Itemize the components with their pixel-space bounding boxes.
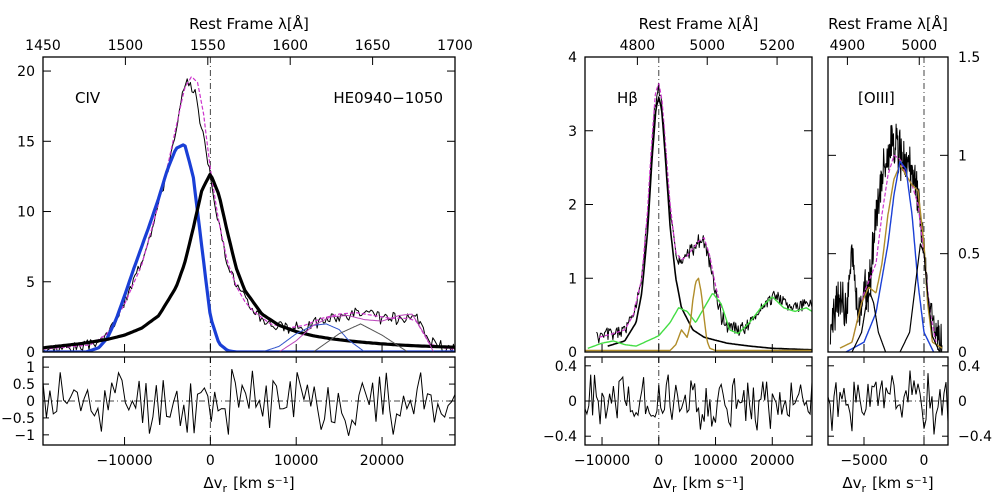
x-tick-label: 0 bbox=[206, 453, 215, 469]
x-label-main: Δv bbox=[203, 474, 222, 492]
oiii-components-line bbox=[585, 277, 812, 352]
spectrum-components bbox=[829, 123, 943, 352]
resid-tick-label: 0.5 bbox=[13, 377, 35, 393]
x-tick-label: 20000 bbox=[360, 453, 405, 469]
top-tick-label: 4900 bbox=[830, 38, 866, 54]
narrow-component-2-line bbox=[899, 243, 941, 352]
blueshifted-component-line bbox=[43, 143, 455, 352]
y-tick-label: 1 bbox=[958, 148, 967, 164]
narrow-component-1-line bbox=[851, 292, 887, 352]
y-tick-label: 3 bbox=[568, 124, 577, 140]
y-tick-label: 4 bbox=[568, 50, 577, 66]
resid-tick-label: 0.4 bbox=[555, 359, 577, 375]
main-frame bbox=[827, 56, 949, 353]
x-label-units: [km s⁻¹] bbox=[683, 474, 745, 492]
feii-template-line bbox=[587, 293, 812, 349]
residual-line bbox=[43, 368, 455, 436]
top-tick-label: 1600 bbox=[272, 38, 308, 54]
x-tick-label: −5000 bbox=[840, 453, 887, 469]
panel-label: CIV bbox=[75, 89, 101, 107]
y-tick-label: 2 bbox=[568, 198, 577, 214]
object-name: HE0940−1050 bbox=[333, 89, 443, 107]
top-axis-title: Rest Frame λ[Å] bbox=[639, 14, 759, 33]
resid-tick-label: −1 bbox=[14, 428, 35, 444]
total-fit-line bbox=[43, 76, 455, 350]
resid-tick-label: −0.4 bbox=[958, 429, 992, 445]
x-tick-label: 10000 bbox=[693, 453, 738, 469]
top-tick-label: 1700 bbox=[437, 38, 473, 54]
y-tick-label: 20 bbox=[17, 64, 35, 80]
x-label-sub: r bbox=[862, 482, 867, 495]
residual-line bbox=[585, 374, 812, 431]
residuals bbox=[828, 370, 948, 435]
x-label-main: Δv bbox=[653, 474, 672, 492]
y-tick-label: 0 bbox=[26, 345, 35, 361]
broad-component-line bbox=[607, 96, 812, 351]
y-tick-label: 1 bbox=[568, 271, 577, 287]
main-frame bbox=[42, 56, 456, 353]
blue-gaussian-line bbox=[845, 160, 935, 352]
x-tick-label: 10000 bbox=[274, 453, 319, 469]
y-tick-label: 0 bbox=[958, 345, 967, 361]
x-label-main: Δv bbox=[842, 474, 861, 492]
spectrum-components bbox=[43, 76, 455, 352]
spectrum-components bbox=[585, 82, 812, 352]
x-tick-label: −10000 bbox=[574, 453, 630, 469]
x-axis-label: Δvr [km s⁻¹] bbox=[842, 474, 933, 495]
top-tick-label: 1500 bbox=[108, 38, 144, 54]
total-fit-line bbox=[599, 83, 722, 338]
x-tick-label: 0 bbox=[920, 453, 929, 469]
top-tick-label: 1550 bbox=[190, 38, 226, 54]
y-tick-label: 1.5 bbox=[958, 50, 980, 66]
y-tick-label: 5 bbox=[26, 275, 35, 291]
resid-tick-label: 0 bbox=[568, 394, 577, 410]
top-tick-label: 1450 bbox=[25, 38, 61, 54]
resid-tick-label: −0.5 bbox=[1, 411, 35, 427]
x-axis-label: Δvr [km s⁻¹] bbox=[203, 474, 294, 495]
oiii-fit-line bbox=[839, 164, 943, 349]
y-tick-label: 0.5 bbox=[958, 247, 980, 263]
x-tick-label: −10000 bbox=[96, 453, 152, 469]
x-tick-label: 0 bbox=[654, 453, 663, 469]
broad-component-line bbox=[43, 173, 455, 350]
residuals bbox=[585, 374, 812, 431]
resid-tick-label: 1 bbox=[26, 360, 35, 376]
x-label-sub: r bbox=[223, 482, 228, 495]
residuals bbox=[43, 368, 455, 436]
total-fit-line bbox=[851, 154, 937, 343]
resid-tick-label: 0.4 bbox=[958, 359, 980, 375]
top-tick-label: 5000 bbox=[901, 38, 937, 54]
x-label-units: [km s⁻¹] bbox=[872, 474, 934, 492]
observed-line bbox=[829, 123, 943, 352]
x-label-sub: r bbox=[672, 482, 677, 495]
residual-line bbox=[828, 370, 948, 435]
top-axis-title: Rest Frame λ[Å] bbox=[828, 14, 948, 33]
feature-gray-line bbox=[313, 323, 409, 352]
resid-tick-label: 0 bbox=[26, 394, 35, 410]
panel-label: [OIII] bbox=[858, 89, 895, 107]
resid-tick-label: 0 bbox=[958, 394, 967, 410]
top-tick-label: 1650 bbox=[355, 38, 391, 54]
x-label-units: [km s⁻¹] bbox=[233, 474, 295, 492]
x-tick-label: 20000 bbox=[750, 453, 795, 469]
y-tick-label: 15 bbox=[17, 134, 35, 150]
x-axis-label: Δvr [km s⁻¹] bbox=[653, 474, 744, 495]
top-axis-title: Rest Frame λ[Å] bbox=[189, 14, 309, 33]
panel-label: Hβ bbox=[617, 89, 638, 107]
y-tick-label: 0 bbox=[568, 345, 577, 361]
resid-tick-label: −0.4 bbox=[543, 429, 577, 445]
top-tick-label: 4800 bbox=[620, 38, 656, 54]
top-tick-label: 5000 bbox=[689, 38, 725, 54]
feature-magenta-line bbox=[278, 313, 434, 352]
y-tick-label: 10 bbox=[17, 205, 35, 221]
observed-line bbox=[43, 78, 455, 352]
top-tick-label: 5200 bbox=[759, 38, 795, 54]
